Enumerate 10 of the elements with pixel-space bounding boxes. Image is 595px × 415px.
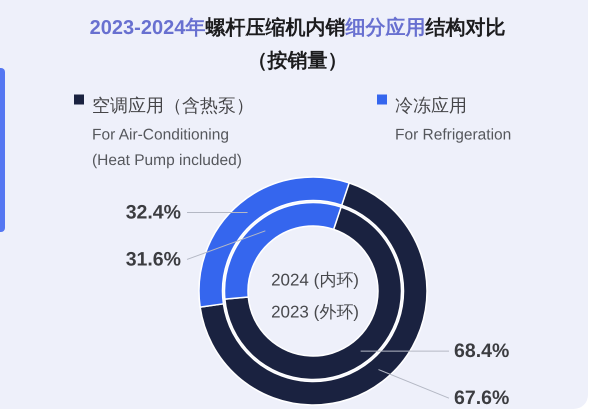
legend-label: 空调应用（含热泵） For Air-Conditioning (Heat Pump included) bbox=[92, 96, 254, 168]
legend-label: 冷冻应用 For Refrigeration bbox=[395, 96, 512, 143]
chart-subtitle: （按销量） bbox=[248, 50, 348, 72]
chart-title: 2023-2024年螺杆压缩机内销细分应用结构对比 bbox=[90, 16, 506, 39]
data-label: 32.4% bbox=[126, 201, 181, 224]
data-label: 67.6% bbox=[454, 387, 510, 410]
data-label: 68.4% bbox=[454, 340, 510, 362]
data-label: 31.6% bbox=[126, 248, 181, 270]
text: 2024 (内环) bbox=[271, 270, 359, 290]
text: 2023 (外环) bbox=[271, 302, 359, 322]
